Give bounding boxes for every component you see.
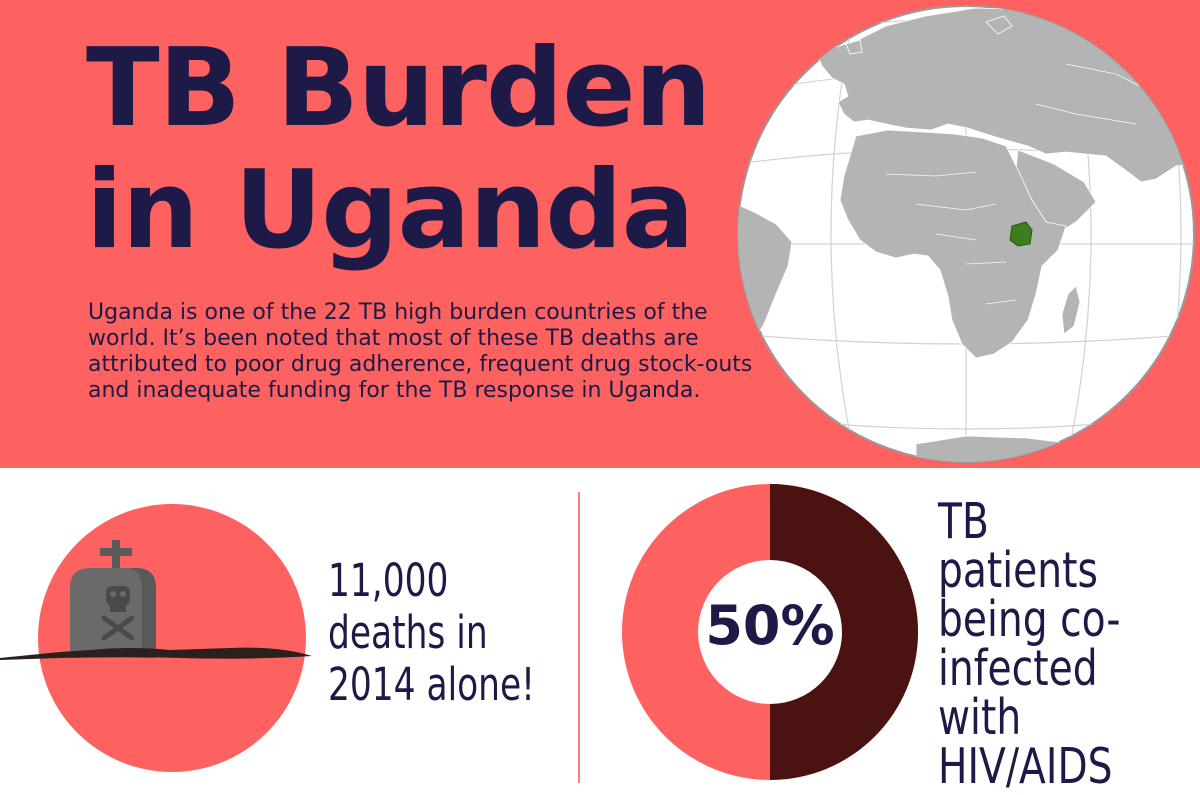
- deaths-stat: 11,000 deaths in 2014 alone!: [328, 555, 535, 711]
- skull-crossbones-icon: [101, 586, 135, 641]
- coinfection-text-line-1: TB patients: [938, 493, 1098, 599]
- header-banner: TB Burden in Uganda Uganda is one of the…: [0, 0, 1200, 468]
- uganda-highlight: [1009, 221, 1033, 247]
- deaths-text-line-3: 2014 alone!: [328, 658, 535, 711]
- tombstone-illustration: [0, 504, 312, 772]
- intro-paragraph: Uganda is one of the 22 TB high burden c…: [88, 300, 753, 403]
- tombstone-icon: [70, 540, 156, 658]
- coinfection-donut: [622, 484, 918, 780]
- section-divider: [578, 492, 580, 783]
- deaths-number: 11,000: [328, 554, 449, 607]
- page-title: TB Burden in Uganda: [86, 28, 711, 272]
- ground-line: [0, 647, 312, 660]
- coinfection-text-line-3: infected: [938, 640, 1098, 697]
- title-line-2: in Uganda: [86, 148, 694, 273]
- donut-fill: [770, 484, 918, 780]
- donut-hole: [698, 560, 842, 704]
- globe-map: [737, 5, 1195, 463]
- coinfection-text-line-2: being co-: [938, 591, 1121, 648]
- title-line-1: TB Burden: [86, 26, 711, 151]
- deaths-text-line-2: deaths in: [328, 606, 488, 659]
- coinfection-stat: TB patients being co- infected with HIV/…: [938, 497, 1148, 791]
- coinfection-text-line-4: with: [938, 689, 1022, 746]
- coinfection-percent: 50%: [705, 594, 835, 657]
- coinfection-text-line-5: HIV/AIDS: [938, 738, 1113, 795]
